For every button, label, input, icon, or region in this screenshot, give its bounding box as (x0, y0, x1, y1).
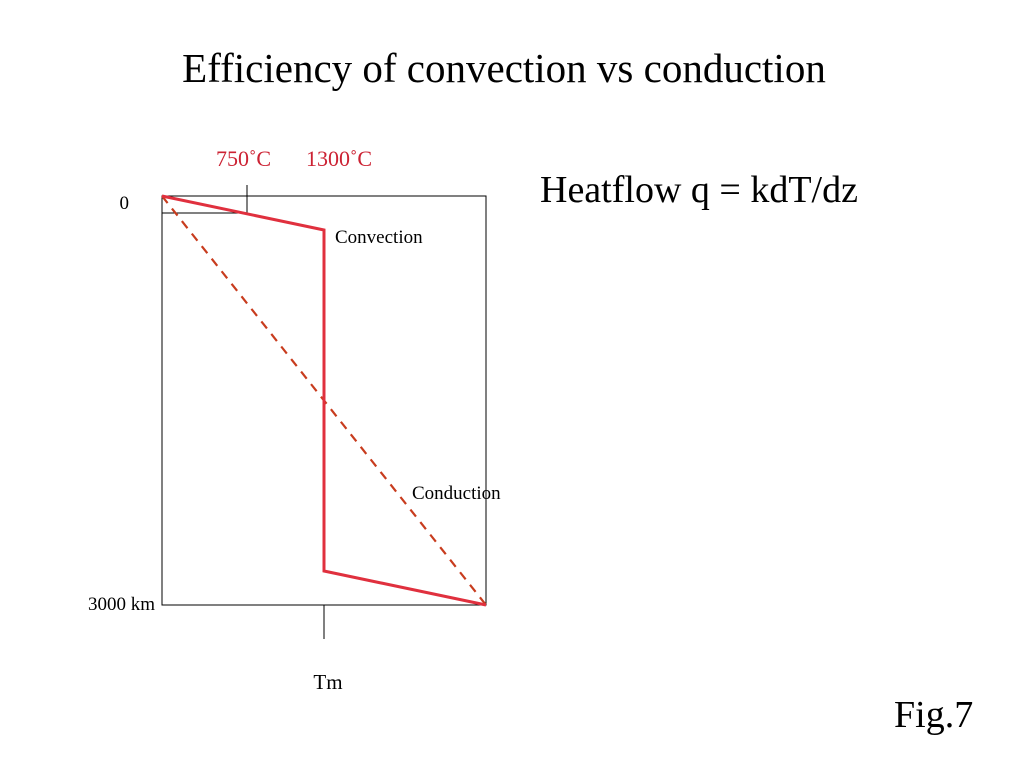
heatflow-equation: Heatflow q = kdT/dz (540, 169, 858, 211)
depth-label-bottom: 3000 km (88, 594, 155, 615)
figure-label: Fig.7 (894, 694, 974, 736)
convection-label: Convection (335, 227, 423, 248)
melting-temp-label: Tm (313, 670, 342, 694)
temp-label-1300: 1300˚C (306, 146, 372, 171)
depth-label-top: 0 (120, 193, 130, 214)
conduction-label: Conduction (412, 483, 501, 504)
convection-geotherm-line (161, 194, 487, 607)
slide-title: Efficiency of convection vs conduction (182, 45, 826, 91)
temp-label-750: 750˚C (216, 146, 271, 171)
